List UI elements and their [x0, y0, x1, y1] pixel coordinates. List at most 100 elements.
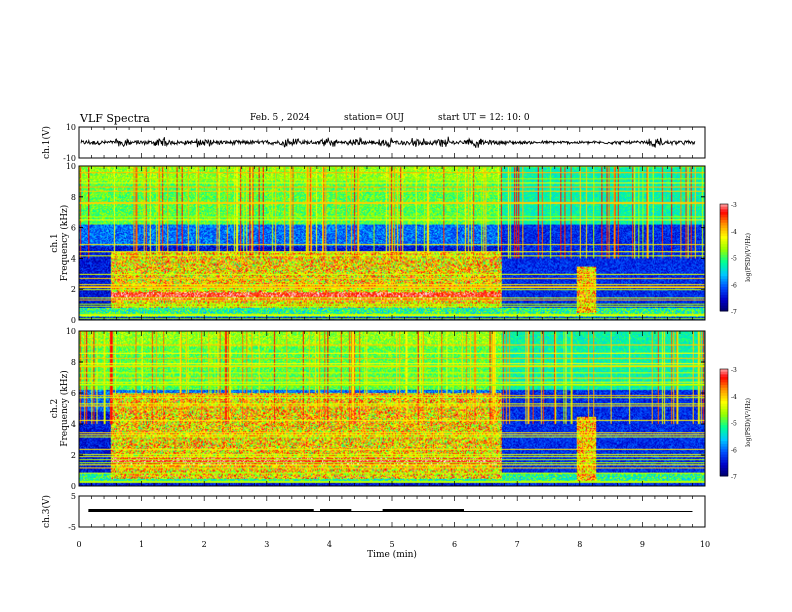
- ch1-spectrogram-colorbar-cell: [720, 233, 728, 237]
- ch1-waveform-ytick-label: 10: [66, 123, 76, 132]
- ch2-spectrogram-colorbar-cell: [720, 462, 728, 466]
- ch2-spectrogram-colorbar-cell: [720, 430, 728, 434]
- x-tick-label: 5: [389, 540, 394, 549]
- ch1-spectrogram-colorbar-tick-label: -6: [731, 282, 737, 289]
- ch1-spectrogram-colorbar-cell: [720, 225, 728, 229]
- ch1-waveform-ylabel: ch.1(V): [41, 126, 52, 159]
- ch1-spectrogram-colorbar-cell: [720, 305, 728, 309]
- ch1-waveform-trace: [80, 136, 696, 148]
- ch2-spectrogram-colorbar-label: log(PSD)(V²/Hz): [745, 398, 752, 447]
- ch1-spectrogram-colorbar-cell: [720, 204, 728, 208]
- ch2-spectrogram-colorbar-cell: [720, 377, 728, 381]
- ch2-spectrogram-colorbar-cell: [720, 419, 728, 423]
- ch2-spectrogram-colorbar-tick-label: -4: [731, 394, 737, 401]
- ch2-spectrogram-colorbar-cell: [720, 379, 728, 383]
- ch1-spectrogram-colorbar-cell: [720, 246, 728, 250]
- ch1-spectrogram-ytick-label: 8: [71, 193, 76, 202]
- ch2-spectrogram-ytick-label: 2: [71, 451, 76, 460]
- ch2-spectrogram-colorbar-cell: [720, 459, 728, 464]
- ch2-spectrogram-colorbar-cell: [720, 382, 728, 386]
- ch2-spectrogram-ytick-label: 10: [66, 327, 76, 336]
- ch2-spectrogram-colorbar-cell: [720, 387, 728, 391]
- ch2-spectrogram-colorbar-cell: [720, 398, 728, 402]
- ch2-spectrogram-colorbar-cell: [720, 414, 728, 418]
- ch2-spectrogram-ytick-label: 8: [71, 358, 76, 367]
- ch1-spectrogram-colorbar-tick-label: -7: [731, 309, 737, 316]
- ch1-spectrogram-colorbar-cell: [720, 252, 728, 256]
- ch2-spectrogram-colorbar-cell: [720, 465, 728, 469]
- date-label: Feb. 5 , 2024: [250, 113, 310, 123]
- ch2-spectrogram-ytick-label: 6: [71, 389, 76, 398]
- ch1-spectrogram-colorbar-cell: [720, 278, 728, 283]
- ch1-spectrogram-colorbar-cell: [720, 209, 728, 213]
- ch1-spectrogram-colorbar-tick-label: -5: [731, 256, 737, 263]
- ch1-spectrogram-colorbar-cell: [720, 260, 728, 264]
- ch1-spectrogram-colorbar-cell: [720, 292, 728, 296]
- ch3-signal-ylabel: ch.3(V): [41, 495, 52, 528]
- ch2-spectrogram-colorbar-cell: [720, 451, 728, 456]
- ch1-spectrogram-colorbar-cell: [720, 308, 728, 312]
- ch2-spectrogram-colorbar-cell: [720, 385, 728, 389]
- ch1-spectrogram-colorbar-cell: [720, 236, 728, 240]
- ch2-spectrogram-colorbar-cell: [720, 422, 728, 426]
- ch2-spectrogram-colorbar: [719, 368, 729, 477]
- ch2-spectrogram-colorbar-cell: [720, 417, 728, 421]
- ch1-spectrogram-colorbar-cell: [720, 241, 728, 245]
- ch1-spectrogram-colorbar-cell: [720, 281, 728, 285]
- ch1-spectrogram-colorbar-cell: [720, 302, 728, 307]
- ch2-spectrogram-colorbar-tick-label: -7: [731, 474, 737, 481]
- ch1-spectrogram-colorbar-frame: [719, 203, 729, 312]
- ch1-spectrogram-colorbar-cell: [720, 273, 728, 277]
- ch2-spectrogram-colorbar-cell: [720, 443, 728, 448]
- ch2-spectrogram-colorbar-cell: [720, 427, 728, 432]
- ch2-spectrogram-colorbar-frame: [719, 368, 729, 477]
- ch1-spectrogram-colorbar-cell: [720, 289, 728, 293]
- ch1-spectrogram-colorbar-cell: [720, 214, 728, 218]
- ch2-spectrogram-colorbar-cell: [720, 457, 728, 461]
- ch2-spectrogram-colorbar-cell: [720, 401, 728, 405]
- ch1-spectrogram-colorbar-cell: [720, 265, 728, 269]
- chart-title: VLF Spectra: [80, 112, 150, 125]
- ch2-spectrogram-colorbar-cell: [720, 433, 728, 437]
- ch2-spectrogram-ylabel: ch.2Frequency (kHz): [50, 370, 70, 447]
- ch1-spectrogram-image: [79, 166, 705, 320]
- x-axis-label: Time (min): [367, 549, 417, 560]
- ch2-spectrogram-colorbar-cell: [720, 395, 728, 399]
- ch2-spectrogram-colorbar-cell: [720, 369, 728, 373]
- x-tick-label: 2: [202, 540, 207, 549]
- ch2-spectrogram-colorbar-cell: [720, 393, 728, 397]
- ch1-spectrogram-ytick-label: 0: [71, 316, 76, 325]
- ch1-spectrogram-colorbar-cell: [720, 270, 728, 275]
- ch1-spectrogram-colorbar-cell: [720, 284, 728, 288]
- ch2-spectrogram-colorbar-tick-label: -3: [731, 367, 737, 374]
- ch2-spectrogram-colorbar-cell: [720, 409, 728, 413]
- ch1-spectrogram-colorbar-cell: [720, 257, 728, 261]
- ch2-spectrogram-colorbar-cell: [720, 438, 728, 442]
- ch2-spectrogram-colorbar-tick-label: -5: [731, 421, 737, 428]
- station-label: station= OUJ: [344, 113, 405, 123]
- ch1-spectrogram-colorbar-cell: [720, 212, 728, 216]
- ch1-spectrogram-colorbar-tick-label: -4: [731, 229, 737, 236]
- ch1-spectrogram-colorbar-tick-label: -3: [731, 202, 737, 209]
- ch2-spectrogram-colorbar-cell: [720, 454, 728, 458]
- ch1-spectrogram-colorbar-cell: [720, 300, 728, 304]
- ch1-spectrogram-ytick-label: 6: [71, 224, 76, 233]
- ch2-spectrogram-colorbar-cell: [720, 467, 728, 472]
- x-tick-label: 0: [76, 540, 81, 549]
- ch2-spectrogram-colorbar-cell: [720, 403, 728, 407]
- x-tick-label: 8: [577, 540, 582, 549]
- ch2-spectrogram-colorbar-cell: [720, 446, 728, 450]
- ch1-spectrogram-colorbar-cell: [720, 286, 728, 291]
- ch1-spectrogram-colorbar-cell: [720, 220, 728, 224]
- ch2-spectrogram-colorbar-cell: [720, 425, 728, 429]
- ch2-spectrogram-colorbar-cell: [720, 441, 728, 445]
- ch1-spectrogram-colorbar-cell: [720, 244, 728, 248]
- ch1-spectrogram-colorbar-cell: [720, 276, 728, 280]
- ch1-spectrogram-colorbar-cell: [720, 268, 728, 272]
- ch2-spectrogram-colorbar-cell: [720, 449, 728, 453]
- ch1-spectrogram-ytick-label: 10: [66, 162, 76, 171]
- x-tick-label: 1: [139, 540, 144, 549]
- ch2-spectrogram-ytick-label: 4: [71, 420, 76, 429]
- ch2-spectrogram-colorbar-cell: [720, 435, 728, 440]
